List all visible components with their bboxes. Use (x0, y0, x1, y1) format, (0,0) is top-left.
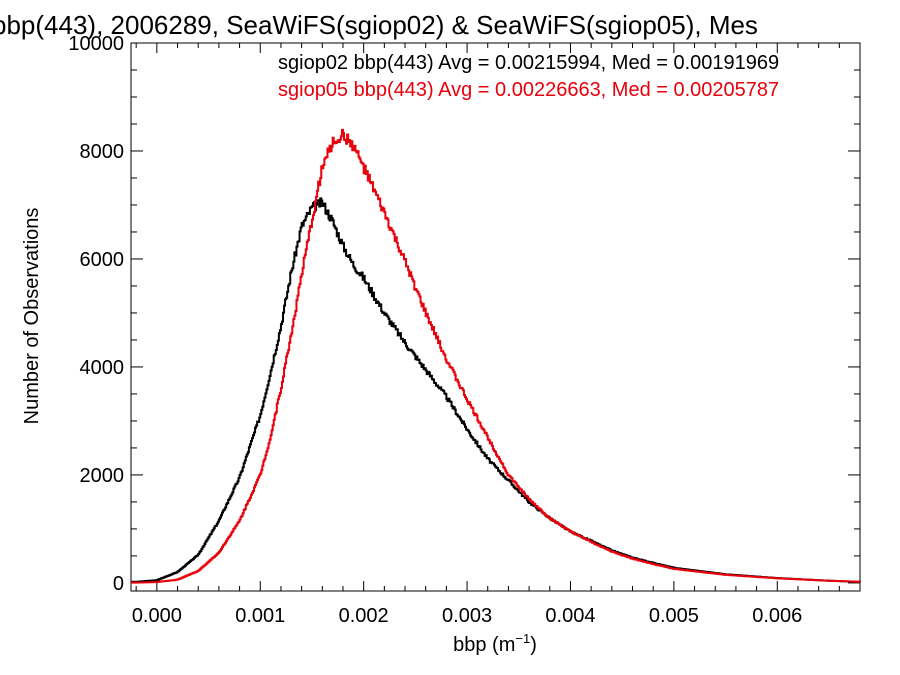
chart-title: bbp(443), 2006289, SeaWiFS(sgiop02) & Se… (0, 10, 758, 40)
series-layer (131, 128, 861, 584)
y-axis: 0 2000 4000 6000 8000 10000 (68, 33, 860, 595)
x-tick-label: 0.004 (545, 605, 595, 627)
y-tick-label: 8000 (80, 141, 125, 163)
x-tick-label: 0.005 (649, 605, 699, 627)
series-line-sgiop05 (131, 128, 861, 584)
x-axis-label-superscript: −1 (515, 631, 530, 646)
x-tick-label: 0.003 (442, 605, 492, 627)
x-axis-label-close: ) (530, 634, 537, 656)
y-tick-label: 6000 (80, 249, 125, 271)
x-tick-label: 0.006 (752, 605, 802, 627)
x-tick-label: 0.002 (339, 605, 389, 627)
plot-frame (130, 42, 861, 592)
y-axis-label: Number of Observations (21, 208, 43, 425)
annotation-layer: sgiop02 bbp(443) Avg = 0.00215994, Med =… (278, 52, 779, 101)
y-tick-label: 10000 (68, 33, 124, 55)
x-axis-label: bbp (m−1) (453, 631, 537, 656)
x-tick-label: 0.000 (132, 605, 182, 627)
x-axis-label-main: bbp (m (453, 634, 515, 656)
x-tick-label: 0.001 (235, 605, 285, 627)
y-tick-label: 0 (113, 573, 124, 595)
x-axis: 0.000 0.001 0.002 0.003 0.004 0.005 0.006 (132, 43, 861, 627)
annotation-1: sgiop02 bbp(443) Avg = 0.00215994, Med =… (278, 52, 779, 74)
plot-border (130, 42, 861, 592)
series-line-sgiop02 (131, 197, 861, 583)
y-tick-label: 2000 (80, 465, 125, 487)
annotation-2: sgiop05 bbp(443) Avg = 0.00226663, Med =… (278, 79, 779, 101)
y-tick-label: 4000 (80, 357, 125, 379)
